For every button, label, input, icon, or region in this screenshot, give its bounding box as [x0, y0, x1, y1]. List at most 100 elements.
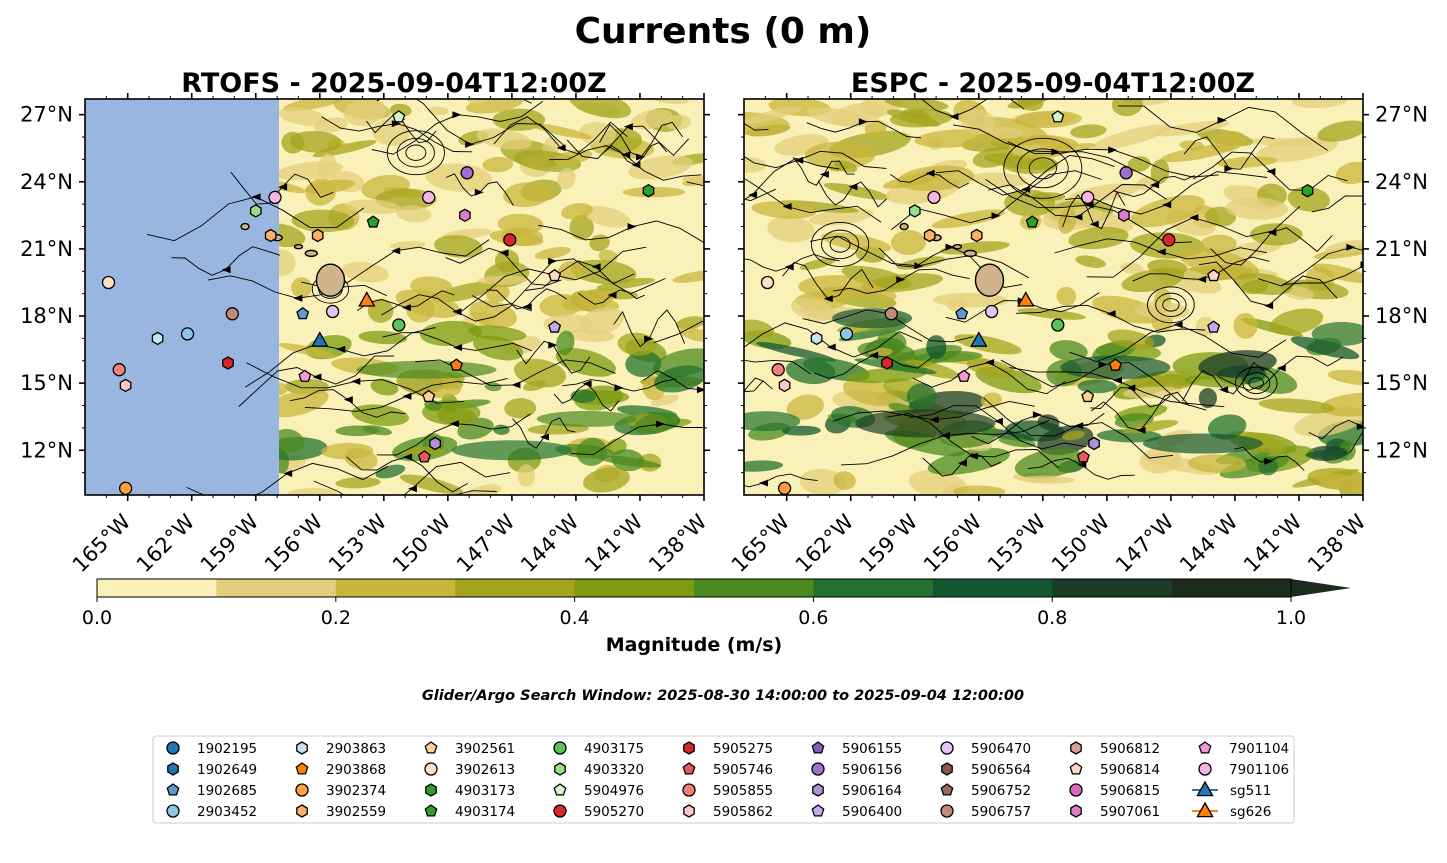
panel-espc: 165°W162°W159°W156°W153°W150°W147°W144°W…: [727, 93, 1428, 577]
x-tick-label: 159°W: [855, 509, 923, 577]
legend-item-5906155: 5906155: [811, 741, 902, 757]
legend-item-5905270: 5905270: [553, 804, 644, 820]
x-tick-label: 156°W: [260, 509, 328, 577]
legend-item-3902613: 3902613: [424, 762, 515, 778]
platform-marker-5906470: [984, 304, 999, 319]
platform-marker-7901106: [268, 190, 282, 205]
y-tick-label: 24°N: [20, 170, 73, 194]
platform-marker-5905862: [119, 378, 132, 393]
colorbar-tick-label: 0.2: [321, 607, 351, 629]
platform-marker-2903863: [151, 331, 164, 346]
legend-item-2903868: 2903868: [295, 762, 386, 778]
platform-marker-1902685: [296, 306, 310, 320]
platform-marker-5906400: [548, 320, 562, 333]
platform-marker-5905275: [881, 356, 893, 370]
legend-label: 3902613: [455, 762, 515, 778]
legend-label: 5904976: [584, 783, 644, 799]
legend-label: 4903175: [584, 741, 644, 757]
colorbar-bin: [813, 579, 934, 597]
platform-marker-3902559: [923, 228, 936, 243]
platform-marker-4903320: [908, 204, 921, 218]
platform-marker-2903452: [180, 327, 195, 341]
colorbar-extend-arrow: [1291, 579, 1351, 597]
x-tick-label: 159°W: [196, 509, 264, 577]
platform-marker-5906814: [548, 268, 562, 282]
platform-marker-3902559-b: [970, 228, 983, 243]
colorbar-bin: [694, 579, 814, 597]
x-tick-label: 162°W: [132, 509, 200, 577]
legend-item-1902195: 1902195: [166, 741, 257, 757]
platform-marker-2903452: [839, 327, 854, 341]
platform-marker-3902613: [101, 275, 116, 290]
platform-marker-7901104: [298, 369, 312, 382]
no-data-region: [85, 99, 279, 495]
legend-label: 5906815: [1100, 783, 1160, 799]
panel-title-espc: ESPC - 2025-09-04T12:00Z: [851, 68, 1255, 99]
legend-item-5907061: 5907061: [1070, 804, 1160, 820]
platform-marker-sg511: [311, 331, 329, 347]
x-tick-label: 165°W: [727, 509, 795, 577]
y-tick-label: 21°N: [20, 237, 73, 261]
platform-marker-5906156: [1119, 166, 1133, 180]
y-tick-label: 12°N: [1375, 438, 1428, 462]
legend-label: 5906757: [971, 804, 1031, 820]
x-tick-label: 150°W: [1047, 509, 1115, 577]
legend-item-5905855: 5905855: [682, 783, 773, 799]
legend-item-3902374: 3902374: [295, 783, 386, 799]
platform-marker-2903863: [810, 331, 823, 346]
platform-marker-5906470: [325, 304, 340, 319]
legend-item-sg511: sg511: [1192, 780, 1271, 799]
colorbar-label: Magnitude (m/s): [606, 634, 783, 656]
platform-marker-5907061: [1118, 208, 1130, 223]
legend-label: 5906155: [842, 741, 902, 757]
platform-marker-5904976: [1051, 110, 1065, 123]
platform-marker-5905862: [778, 378, 791, 393]
y-tick-label: 21°N: [1375, 237, 1428, 261]
platform-marker-2903868: [449, 358, 463, 371]
y-tick-label: 15°N: [20, 371, 73, 395]
platform-marker-3902374: [118, 481, 133, 495]
legend-label: 5906164: [842, 783, 902, 799]
legend-label: 5905862: [713, 804, 773, 820]
legend-label: 5906470: [971, 741, 1031, 757]
platform-marker-7901106-b: [422, 190, 436, 205]
x-tick-label: 141°W: [1239, 509, 1307, 577]
legend-label: 3902561: [455, 741, 515, 757]
colorbar-bin: [455, 579, 576, 597]
legend-label: 5906156: [842, 762, 902, 778]
legend-label: 1902195: [197, 741, 257, 757]
legend-label: 5905275: [713, 741, 773, 757]
colorbar-tick-label: 0.6: [798, 607, 828, 629]
legend-label: sg511: [1230, 783, 1271, 799]
x-tick-label: 138°W: [1303, 509, 1371, 577]
legend-item-5905275: 5905275: [683, 741, 773, 757]
platform-marker-5904976: [392, 110, 406, 123]
x-tick-label: 147°W: [452, 509, 520, 577]
legend: [152, 735, 1295, 824]
legend-label: 2903452: [197, 804, 257, 820]
legend-item-7901104: 7901104: [1198, 741, 1289, 757]
legend-label: 5905270: [584, 804, 644, 820]
legend-label: 5906752: [971, 783, 1031, 799]
legend-item-4903173: 4903173: [425, 783, 515, 799]
legend-label: 5906814: [1100, 762, 1160, 778]
x-tick-label: 144°W: [1175, 509, 1243, 577]
legend-label: 4903320: [584, 762, 644, 778]
legend-label: 1902685: [197, 783, 257, 799]
platform-marker-5905270: [1162, 233, 1176, 247]
platform-marker-4903174: [1025, 215, 1039, 228]
x-tick-label: 150°W: [388, 509, 456, 577]
legend-label: 3902559: [326, 804, 386, 820]
legend-label: 5906400: [842, 804, 902, 820]
y-tick-label: 18°N: [1375, 304, 1428, 328]
legend-item-5906400: 5906400: [811, 804, 902, 820]
panel-rtofs: 165°W162°W159°W156°W153°W150°W147°W144°W…: [20, 93, 712, 577]
platform-marker-3902561: [422, 389, 436, 403]
platform-marker-7901106: [927, 190, 941, 205]
legend-item-2903452: 2903452: [166, 804, 257, 820]
legend-label: 7901104: [1229, 741, 1289, 757]
legend-item-3902561: 3902561: [424, 741, 515, 757]
platform-marker-3902561: [1081, 389, 1095, 403]
platform-marker-3902559-b: [311, 228, 324, 243]
platform-marker-5906400: [1207, 320, 1221, 333]
